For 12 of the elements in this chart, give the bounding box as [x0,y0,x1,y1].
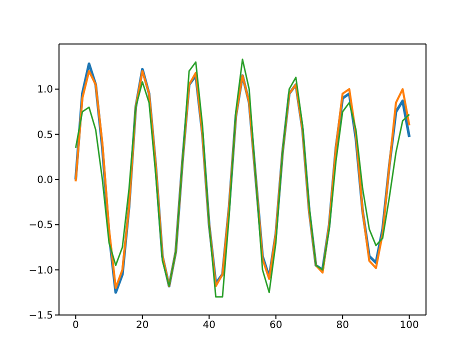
x-tick-label: 60 [269,320,282,332]
y-tick-label: −1.0 [28,265,53,276]
x-tick-label: 80 [336,320,349,332]
y-tick-label: −1.5 [28,310,53,322]
y-tick-label: 0.0 [37,175,53,186]
y-tick-label: −0.5 [28,220,53,232]
x-tick-label: 40 [202,320,216,332]
x-tick-label: 20 [136,320,149,332]
y-tick-label: 1.0 [37,84,53,96]
y-tick-label: 0.5 [37,130,53,141]
x-tick-label: 100 [400,320,419,332]
x-tick-label: 0 [72,320,79,332]
